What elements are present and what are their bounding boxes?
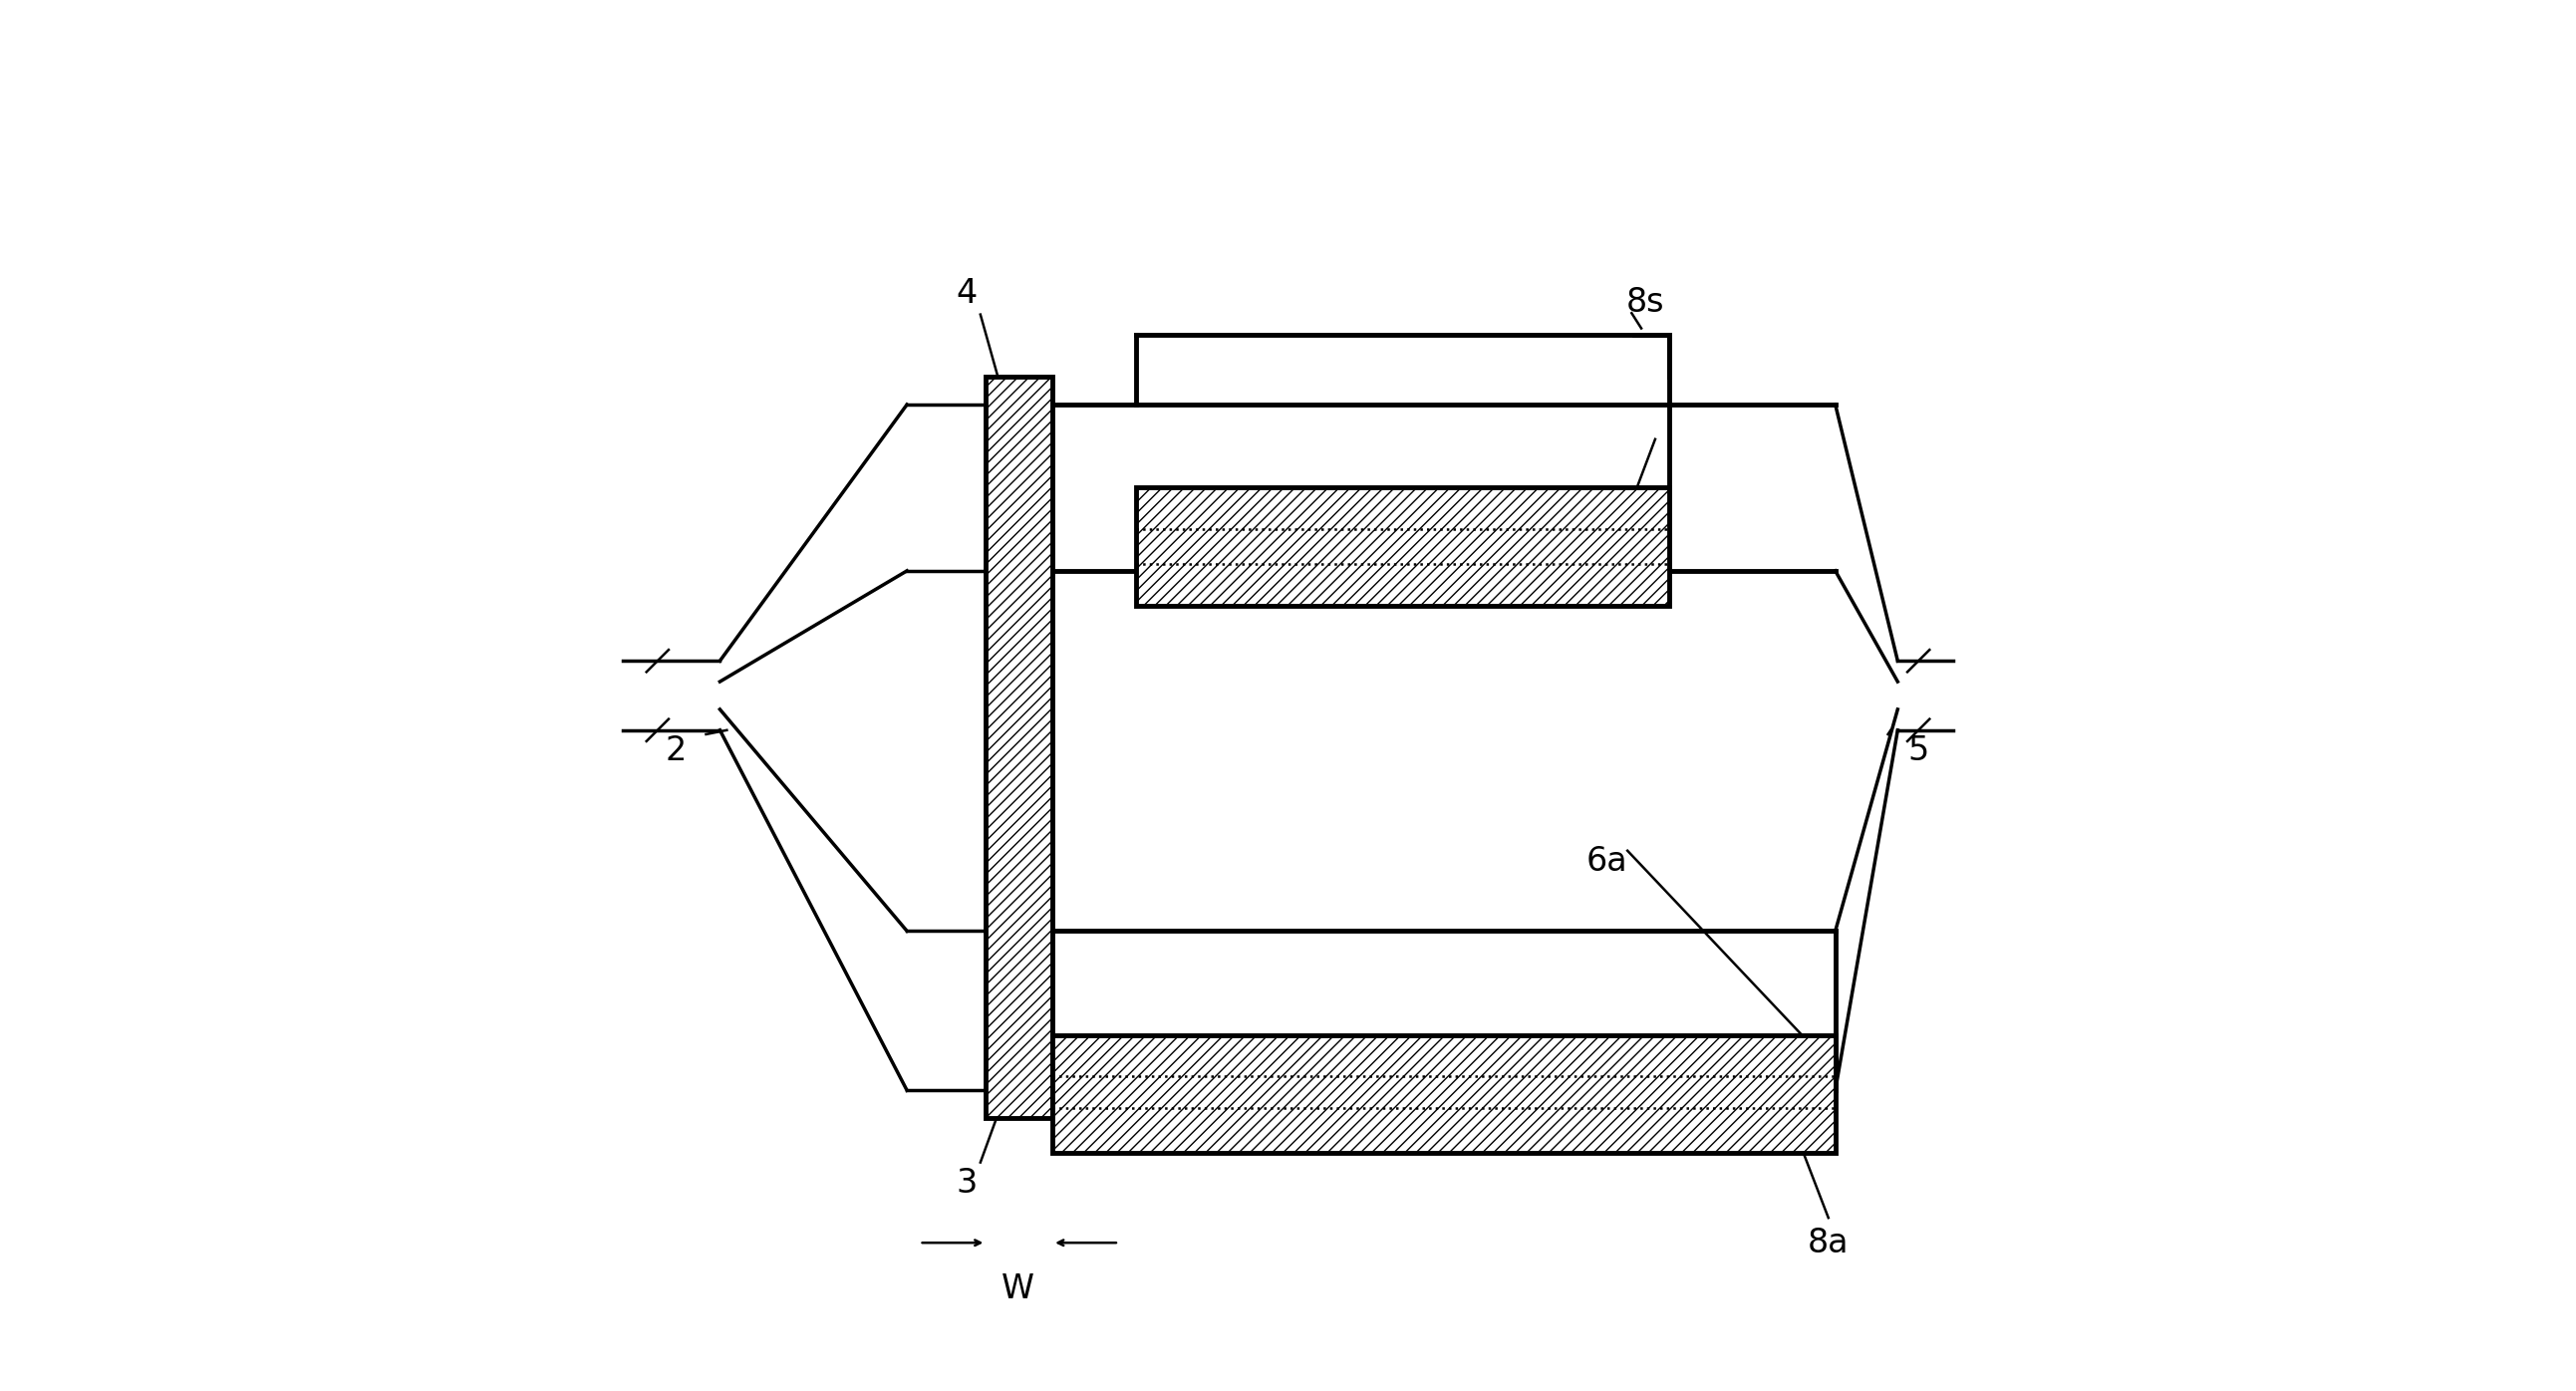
Text: 6s: 6s bbox=[1587, 485, 1625, 517]
Text: 6a: 6a bbox=[1587, 846, 1628, 878]
Text: 8s: 8s bbox=[1625, 285, 1664, 319]
Text: 3: 3 bbox=[956, 1167, 976, 1199]
Text: 5: 5 bbox=[1909, 734, 1929, 768]
Text: 4: 4 bbox=[956, 277, 976, 310]
Text: 2: 2 bbox=[665, 734, 685, 768]
Bar bbox=[1054, 1035, 1834, 1153]
Text: W: W bbox=[1002, 1271, 1033, 1305]
Bar bbox=[1136, 488, 1669, 605]
Text: 8a: 8a bbox=[1808, 1227, 1850, 1259]
Bar bbox=[987, 377, 1054, 1118]
